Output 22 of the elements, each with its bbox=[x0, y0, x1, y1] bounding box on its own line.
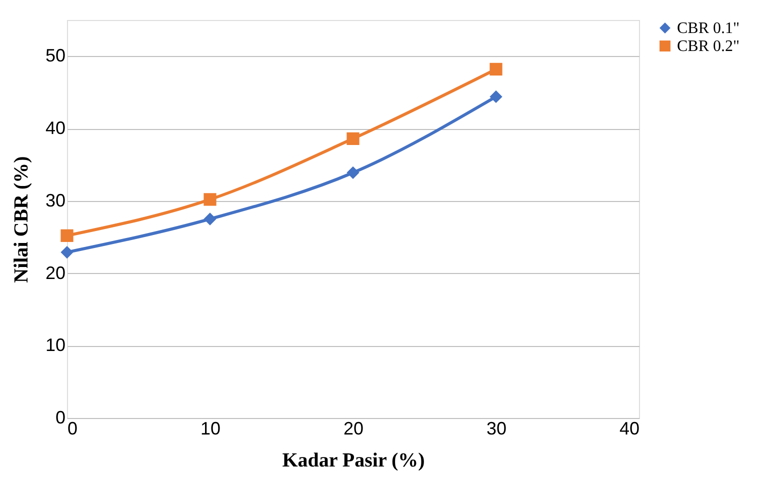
y-tick-label: 40 bbox=[45, 118, 66, 138]
y-tick-label: 50 bbox=[45, 46, 66, 66]
x-tick-label: 40 bbox=[619, 418, 640, 438]
point bbox=[490, 62, 502, 76]
point bbox=[204, 193, 216, 206]
point bbox=[60, 246, 74, 259]
x-tick-label: 20 bbox=[343, 418, 364, 438]
y-tick-label: 20 bbox=[45, 262, 66, 283]
point bbox=[204, 212, 216, 226]
x-tick-label: 30 bbox=[486, 418, 507, 438]
point bbox=[346, 132, 360, 145]
y-tick-label: 30 bbox=[45, 190, 66, 210]
legend-label: CBR 0.1" bbox=[677, 20, 740, 37]
y-tick-label: 10 bbox=[45, 335, 66, 356]
y-axis-title: Nilai CBR (%) bbox=[10, 156, 32, 283]
point bbox=[490, 90, 502, 104]
x-tick-label: 10 bbox=[200, 418, 221, 438]
legend-label: CBR 0.2" bbox=[677, 38, 740, 55]
point bbox=[60, 229, 74, 242]
point bbox=[346, 166, 360, 180]
x-axis-title: Kadar Pasir (%) bbox=[282, 450, 425, 472]
x-tick-label: 0 bbox=[68, 418, 78, 438]
